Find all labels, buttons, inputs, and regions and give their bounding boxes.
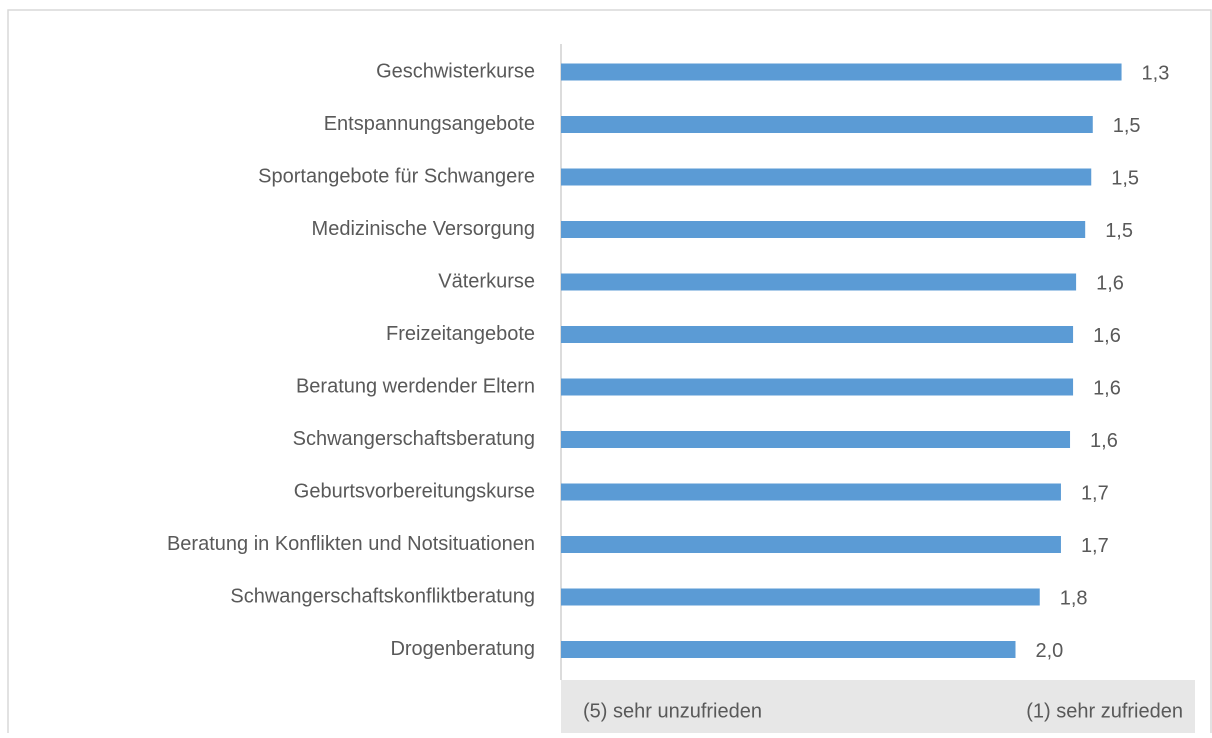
data-label: 1,5 [1111, 167, 1139, 189]
bar [561, 588, 1040, 606]
bar [561, 221, 1086, 238]
data-label: 1,8 [1060, 587, 1088, 609]
bar [561, 116, 1093, 133]
y-tick-label: Geschwisterkurse [376, 60, 535, 82]
data-label: 1,5 [1113, 115, 1141, 137]
y-tick-label: Entspannungsangebote [324, 113, 535, 135]
bar [561, 483, 1061, 501]
bar [561, 641, 1016, 658]
y-tick-label: Schwangerschaftsberatung [293, 428, 535, 450]
data-label: 1,6 [1093, 377, 1121, 399]
chart-frame [7, 9, 1212, 738]
bar [561, 326, 1074, 343]
bar [561, 63, 1122, 81]
data-label: 1,6 [1096, 272, 1124, 294]
data-label: 1,3 [1142, 62, 1170, 84]
y-tick-label: Freizeitangebote [386, 323, 535, 345]
data-label: 1,7 [1081, 535, 1109, 557]
data-label: 2,0 [1036, 640, 1064, 662]
y-tick-label: Geburtsvorbereitungskurse [294, 480, 535, 502]
bar [561, 273, 1077, 291]
data-label: 1,6 [1093, 325, 1121, 347]
bar [561, 431, 1071, 448]
y-tick-label: Medizinische Versorgung [312, 218, 535, 240]
data-label: 1,6 [1090, 430, 1118, 452]
y-tick-label: Sportangebote für Schwangere [258, 165, 535, 187]
data-label: 1,5 [1105, 220, 1133, 242]
x-tick-label: (5) sehr unzufrieden [583, 700, 762, 722]
y-tick-label: Drogenberatung [390, 638, 535, 660]
x-tick-label: (1) sehr zufrieden [1026, 700, 1183, 722]
bar [561, 168, 1092, 186]
y-tick-label: Schwangerschaftskonfliktberatung [230, 585, 535, 607]
bar [561, 536, 1061, 553]
y-tick-label: Väterkurse [438, 270, 535, 292]
y-tick-label: Beratung in Konflikten und Notsituatione… [167, 533, 535, 555]
axis-band [561, 680, 1195, 733]
data-label: 1,7 [1081, 482, 1109, 504]
y-tick-label: Beratung werdender Eltern [296, 375, 535, 397]
bar [561, 378, 1074, 396]
